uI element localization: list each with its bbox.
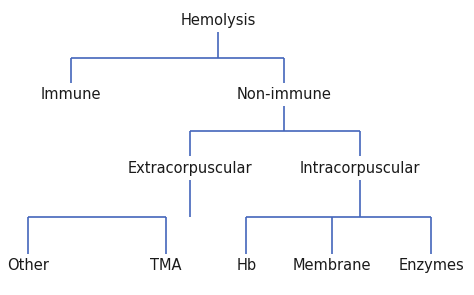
- Text: Hemolysis: Hemolysis: [180, 13, 256, 28]
- Text: Membrane: Membrane: [292, 258, 371, 273]
- Text: Immune: Immune: [41, 87, 101, 102]
- Text: Hb: Hb: [237, 258, 256, 273]
- Text: Other: Other: [8, 258, 49, 273]
- Text: Intracorpuscular: Intracorpuscular: [300, 161, 420, 176]
- Text: Enzymes: Enzymes: [399, 258, 464, 273]
- Text: TMA: TMA: [150, 258, 182, 273]
- Text: Extracorpuscular: Extracorpuscular: [128, 161, 252, 176]
- Text: Non-immune: Non-immune: [237, 87, 332, 102]
